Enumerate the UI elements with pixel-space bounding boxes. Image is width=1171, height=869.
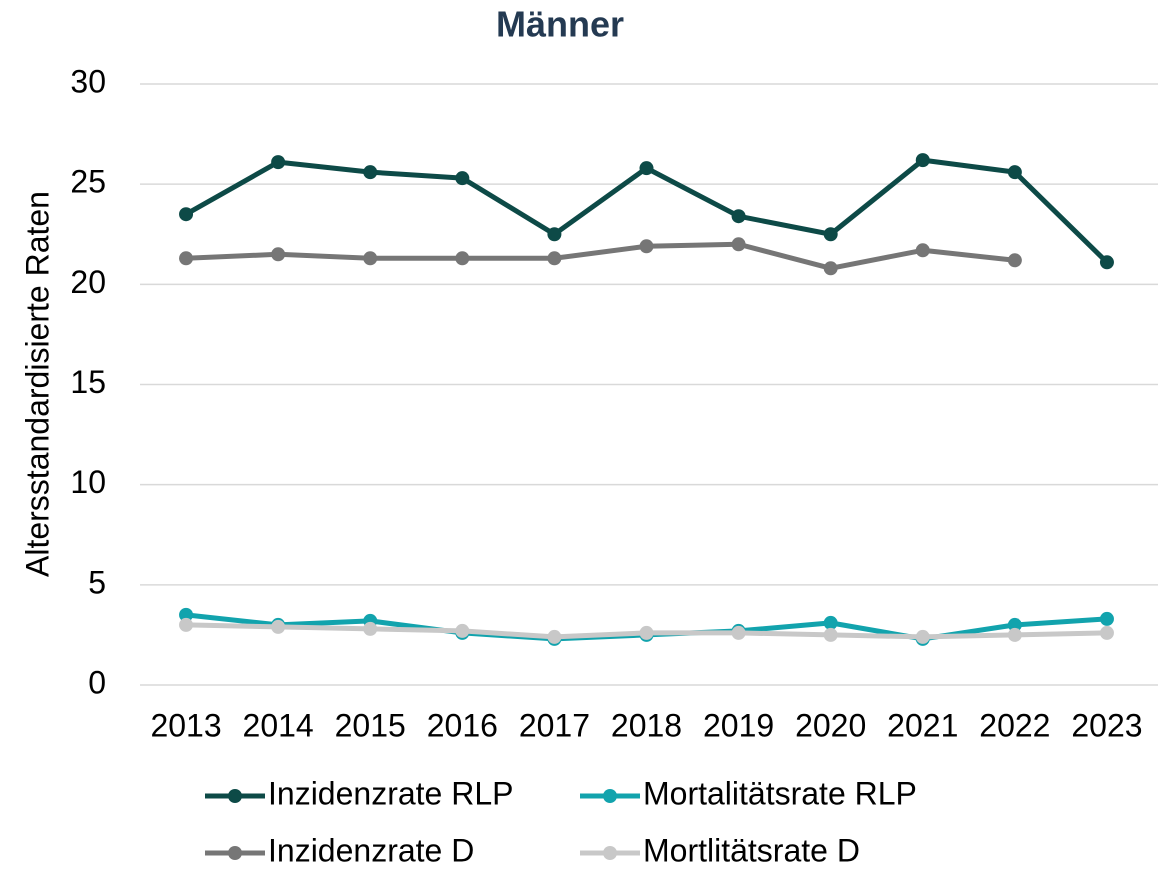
data-point xyxy=(731,237,746,252)
y-tick-label: 0 xyxy=(88,664,106,700)
x-tick-label: 2015 xyxy=(335,707,406,743)
y-tick-label: 20 xyxy=(70,264,106,300)
data-point xyxy=(1007,627,1022,642)
legend-marker xyxy=(228,789,242,803)
data-point xyxy=(271,619,286,634)
data-point xyxy=(1007,253,1022,268)
series-line xyxy=(185,241,1016,271)
data-point xyxy=(179,251,194,266)
legend-label: Inzidenzrate RLP xyxy=(268,775,513,811)
x-tick-label: 2018 xyxy=(611,707,682,743)
x-tick-label: 2022 xyxy=(979,707,1050,743)
data-point xyxy=(271,155,286,170)
data-point xyxy=(179,607,194,622)
x-tick-label: 2023 xyxy=(1071,707,1142,743)
data-point xyxy=(639,161,654,176)
data-point xyxy=(363,621,378,636)
data-point xyxy=(823,261,838,276)
x-tick-label: 2020 xyxy=(795,707,866,743)
data-point xyxy=(179,617,194,632)
data-point xyxy=(1007,617,1022,632)
data-point xyxy=(639,239,654,254)
y-axis-label: Altersstandardisierte Raten xyxy=(19,191,55,577)
x-tick-label: 2021 xyxy=(887,707,958,743)
legend-label: Mortalitätsrate RLP xyxy=(643,775,917,811)
x-tick-label: 2013 xyxy=(150,707,221,743)
data-point xyxy=(547,629,562,644)
data-point xyxy=(915,153,930,168)
data-point xyxy=(1099,611,1114,626)
data-point xyxy=(179,207,194,222)
data-point xyxy=(363,251,378,266)
legend-marker xyxy=(603,846,617,860)
y-tick-label: 30 xyxy=(70,63,106,99)
data-point xyxy=(823,227,838,242)
data-point xyxy=(547,251,562,266)
data-point xyxy=(1099,625,1114,640)
legend-marker xyxy=(228,846,242,860)
legend-label: Inzidenzrate D xyxy=(268,832,474,868)
data-point xyxy=(547,227,562,242)
data-point xyxy=(639,625,654,640)
data-point xyxy=(731,209,746,224)
legend-label: Mortlitätsrate D xyxy=(643,832,860,868)
data-point xyxy=(915,629,930,644)
data-point xyxy=(915,243,930,258)
x-tick-label: 2017 xyxy=(519,707,590,743)
data-point xyxy=(455,251,470,266)
data-point xyxy=(363,165,378,180)
chart-title: Männer xyxy=(496,4,624,45)
data-point xyxy=(823,627,838,642)
data-point xyxy=(731,625,746,640)
data-point xyxy=(271,247,286,262)
y-tick-label: 15 xyxy=(70,364,106,400)
data-point xyxy=(823,615,838,630)
data-point xyxy=(1007,165,1022,180)
data-point xyxy=(1099,255,1114,270)
x-tick-label: 2016 xyxy=(427,707,498,743)
x-tick-label: 2019 xyxy=(703,707,774,743)
data-point xyxy=(455,623,470,638)
legend-marker xyxy=(603,789,617,803)
data-point xyxy=(455,171,470,186)
y-tick-label: 10 xyxy=(70,464,106,500)
y-tick-label: 25 xyxy=(70,164,106,200)
x-tick-label: 2014 xyxy=(243,707,314,743)
y-tick-label: 5 xyxy=(88,564,106,600)
